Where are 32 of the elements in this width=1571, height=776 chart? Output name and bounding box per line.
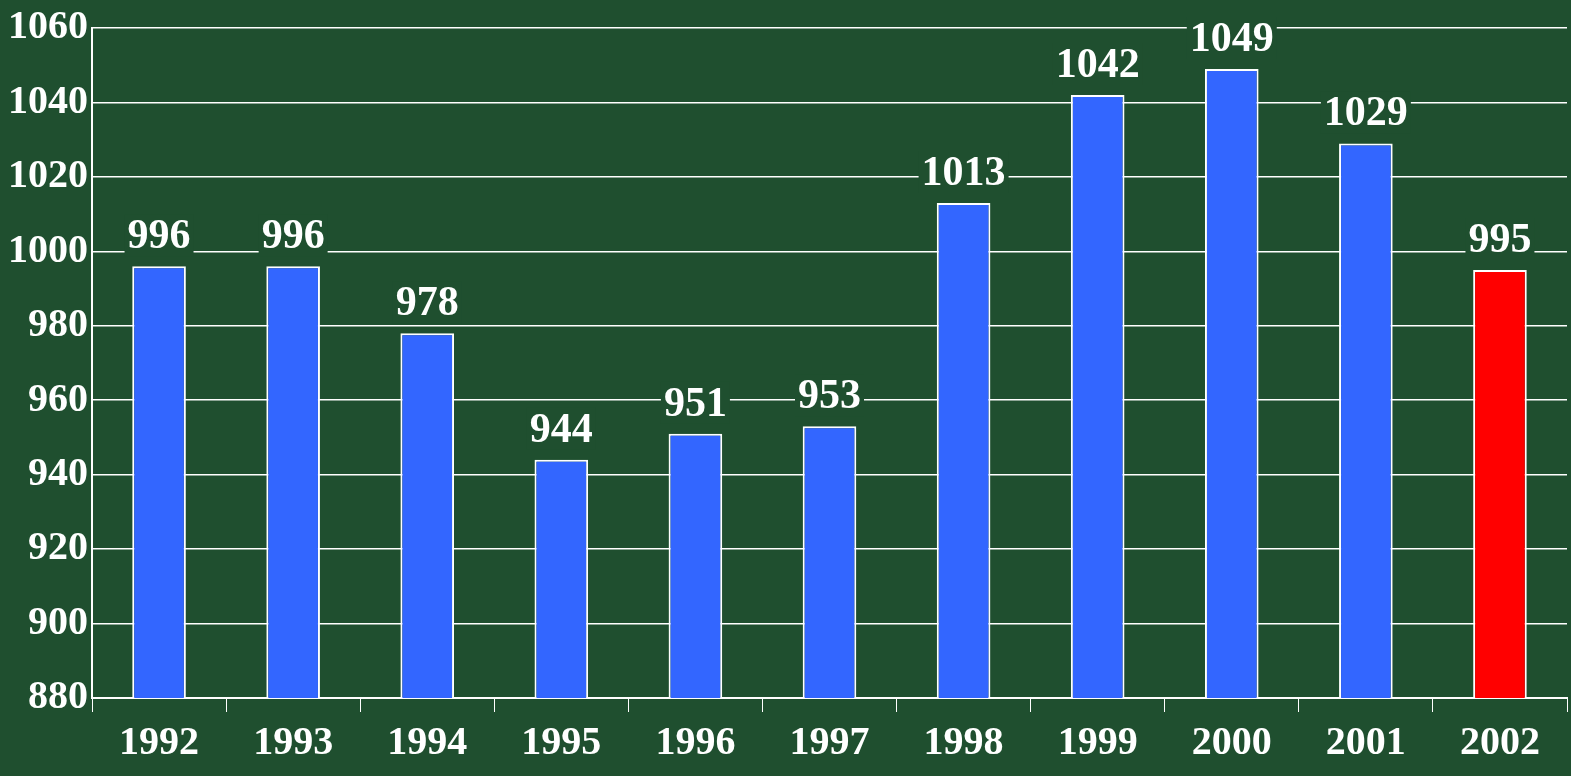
data-label: 1042 [1055,39,1140,86]
data-label: 1029 [1323,88,1408,135]
y-tick-label: 920 [28,523,88,569]
data-label: 1049 [1189,13,1274,60]
x-tick-label: 1993 [253,718,334,764]
data-label: 951 [663,378,727,425]
x-tick-label: 2002 [1459,718,1540,764]
data-label: 995 [1468,214,1532,261]
x-tick-label: 1998 [923,718,1004,764]
data-label: 944 [529,404,593,451]
y-tick-label: 880 [28,672,88,718]
data-label: 978 [395,278,459,325]
x-tick-label: 1997 [789,718,870,764]
y-tick-label: 960 [28,374,88,420]
y-tick-label: 940 [28,448,88,494]
x-tick-label: 1995 [521,718,602,764]
y-tick-label: 1060 [8,2,88,48]
data-label: 996 [127,211,191,258]
y-tick-label: 1000 [8,225,88,271]
y-tick-label: 900 [28,597,88,643]
data-label: 1013 [921,147,1006,194]
x-tick-label: 1992 [119,718,200,764]
data-label: 996 [261,211,325,258]
y-tick-label: 1020 [8,151,88,197]
data-label: 953 [798,371,861,418]
x-tick-label: 1994 [387,718,468,764]
x-tick-label: 2000 [1191,718,1272,764]
y-tick-label: 980 [28,300,88,346]
x-tick-label: 1996 [655,718,736,764]
y-tick-label: 1040 [8,76,88,122]
x-tick-label: 2001 [1325,718,1406,764]
x-tick-label: 1999 [1057,718,1138,764]
